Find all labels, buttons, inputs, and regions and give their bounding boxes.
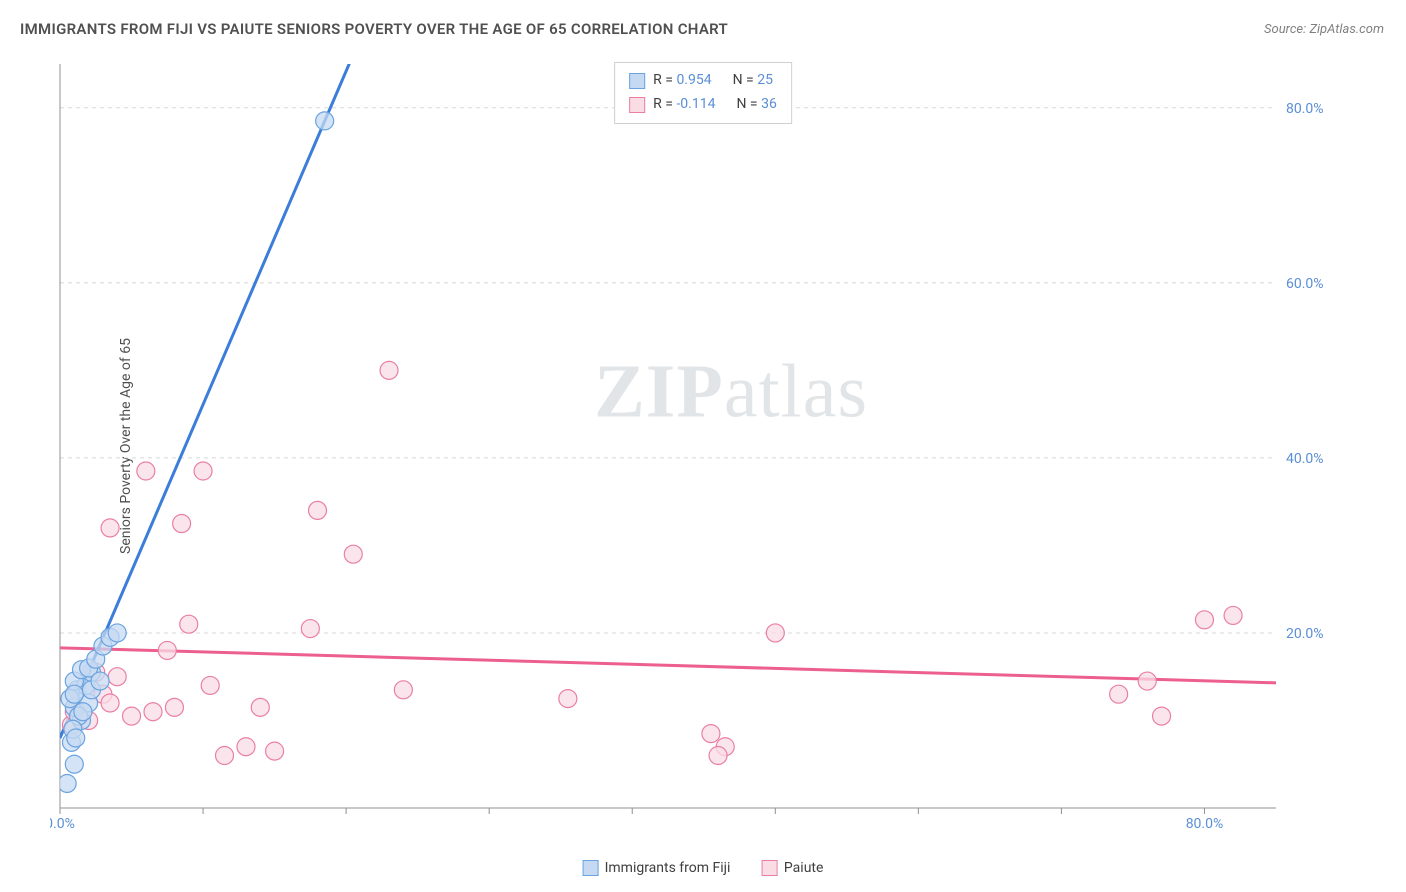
swatch-blue-icon	[583, 860, 599, 876]
legend-item-series1: Immigrants from Fiji	[583, 860, 734, 876]
legend-label-2: Paiute	[784, 860, 824, 876]
chart-title: IMMIGRANTS FROM FIJI VS PAIUTE SENIORS P…	[20, 20, 728, 38]
series-legend: Immigrants from Fiji Paiute	[569, 860, 838, 876]
source-attribution: Source: ZipAtlas.com	[1264, 22, 1384, 37]
stats-row-series1: R = 0.954 N = 25	[629, 69, 777, 93]
r-value-1: 0.954	[676, 72, 711, 88]
svg-text:40.0%: 40.0%	[1286, 451, 1324, 467]
chart-plot-area: 20.0% 40.0% 60.0% 80.0% 0.0% 80.0%	[50, 60, 1336, 832]
svg-text:80.0%: 80.0%	[1186, 816, 1224, 832]
svg-text:20.0%: 20.0%	[1286, 626, 1324, 642]
swatch-pink-icon	[629, 97, 645, 113]
n-value-1: 25	[757, 72, 773, 88]
chart-svg: 20.0% 40.0% 60.0% 80.0% 0.0% 80.0%	[50, 60, 1336, 832]
r-value-2: -0.114	[676, 96, 715, 112]
swatch-pink-icon	[762, 860, 778, 876]
legend-label-1: Immigrants from Fiji	[605, 860, 731, 876]
swatch-blue-icon	[629, 73, 645, 89]
n-label-1: N =	[733, 72, 754, 88]
legend-item-series2: Paiute	[762, 860, 824, 876]
n-label-2: N =	[736, 96, 757, 112]
svg-text:80.0%: 80.0%	[1286, 101, 1324, 117]
stats-row-series2: R = -0.114 N = 36	[629, 93, 777, 117]
stats-legend: R = 0.954 N = 25 R = -0.114 N = 36	[614, 62, 792, 124]
n-value-2: 36	[761, 96, 777, 112]
r-label-1: R =	[653, 72, 673, 88]
r-label-2: R =	[653, 96, 673, 112]
source-label: Source:	[1264, 22, 1306, 37]
svg-text:60.0%: 60.0%	[1286, 276, 1324, 292]
source-link[interactable]: ZipAtlas.com	[1309, 22, 1384, 37]
svg-text:0.0%: 0.0%	[50, 816, 75, 832]
